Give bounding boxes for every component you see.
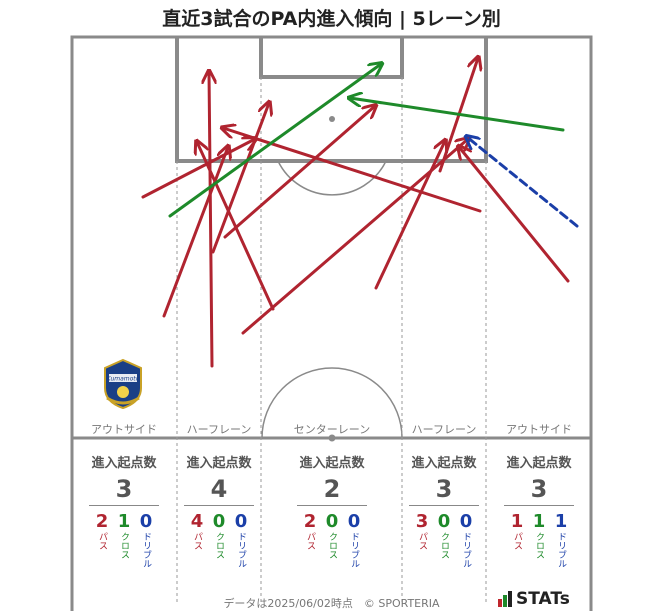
pass-arrow: [374, 141, 445, 290]
dribble-count: 0: [459, 511, 473, 532]
pass-arrow: [211, 103, 269, 254]
pitch-outline: [70, 35, 593, 611]
entry-count-header: 進入起点数: [506, 456, 572, 471]
dribble-label: ドリブル: [236, 532, 246, 568]
lane-stats-outside-right: 進入起点数 3 1 パス 1 クロス 1 ドリブル: [491, 452, 587, 568]
entry-count-header: 進入起点数: [411, 456, 477, 471]
entry-count-header: 進入起点数: [299, 456, 365, 471]
page-title: 直近3試合のPA内進入傾向 | 5レーン別: [162, 8, 501, 30]
lane-stats-halfspace-left: 進入起点数 4 4 パス 0 クロス 0 ドリブル: [171, 452, 267, 568]
pass-arrow: [223, 128, 482, 213]
pass-count: 2: [303, 511, 317, 532]
entry-count-header: 進入起点数: [91, 456, 157, 471]
cross-arrow: [168, 64, 381, 218]
dribble-count: 0: [234, 511, 248, 532]
entry-count-total: 4: [184, 475, 254, 506]
cross-count: 1: [532, 511, 546, 532]
lane-stats-outside-left: 進入起点数 3 2 パス 1 クロス 0 ドリブル: [76, 452, 172, 568]
cross-label: クロス: [119, 532, 129, 559]
dribble-count: 1: [554, 511, 568, 532]
entry-count-total: 3: [409, 475, 479, 506]
pass-arrow: [459, 147, 570, 283]
pass-arrow: [197, 142, 275, 311]
lane-label-center: センターレーン: [293, 423, 371, 436]
dribble-label: ドリブル: [556, 532, 566, 568]
club-emblem: Kumamoto: [104, 358, 142, 410]
lane-label-halfspace-left: ハーフレーン: [186, 423, 252, 436]
cross-arrow: [350, 98, 565, 132]
pass-arrow: [162, 147, 228, 318]
entry-count-total: 2: [297, 475, 367, 506]
dribble-arrow: [467, 137, 579, 228]
cross-count: 0: [212, 511, 226, 532]
entry-count-total: 3: [504, 475, 574, 506]
pass-arrow: [141, 139, 255, 199]
cross-count: 0: [437, 511, 451, 532]
cross-label: クロス: [214, 532, 224, 559]
pass-label: パス: [512, 532, 522, 550]
lane-stats-halfspace-right: 進入起点数 3 3 パス 0 クロス 0 ドリブル: [396, 452, 492, 568]
pass-arrow: [209, 72, 212, 368]
pass-count: 1: [510, 511, 524, 532]
lane-stats-center: 進入起点数 2 2 パス 0 クロス 0 ドリブル: [284, 452, 380, 568]
emblem-text: Kumamoto: [107, 376, 140, 383]
entry-arrows: [141, 58, 579, 368]
lane-label-outside-right: アウトサイド: [506, 423, 572, 436]
cross-count: 0: [325, 511, 339, 532]
stats-logo-text: STATs: [516, 589, 570, 609]
pass-count: 2: [95, 511, 109, 532]
dribble-label: ドリブル: [349, 532, 359, 568]
penalty-spot: [329, 116, 335, 122]
cross-label: クロス: [327, 532, 337, 559]
pass-arrow: [241, 139, 468, 335]
pass-arrow: [223, 106, 375, 239]
lane-label-outside-left: アウトサイド: [91, 423, 157, 436]
cross-count: 1: [117, 511, 131, 532]
lane-label-halfspace-right: ハーフレーン: [411, 423, 477, 436]
cross-label: クロス: [534, 532, 544, 559]
center-spot: [328, 434, 336, 442]
footer-credit: データは2025/06/02時点 © SPORTERIA: [223, 597, 440, 610]
entry-count-total: 3: [89, 475, 159, 506]
pass-label: パス: [305, 532, 315, 550]
stats-logo-icon: [498, 591, 512, 607]
pass-label: パス: [417, 532, 427, 550]
pass-label: パス: [192, 532, 202, 550]
center-circle: [261, 367, 403, 439]
dribble-label: ドリブル: [141, 532, 151, 568]
dribble-count: 0: [347, 511, 361, 532]
penalty-area: [175, 37, 488, 163]
stats-logo: STATs: [498, 589, 570, 609]
pass-count: 3: [415, 511, 429, 532]
pass-label: パス: [97, 532, 107, 550]
dribble-count: 0: [139, 511, 153, 532]
dribble-label: ドリブル: [461, 532, 471, 568]
goal-area: [259, 37, 404, 79]
cross-label: クロス: [439, 532, 449, 559]
entry-count-header: 進入起点数: [186, 456, 252, 471]
pass-count: 4: [190, 511, 204, 532]
